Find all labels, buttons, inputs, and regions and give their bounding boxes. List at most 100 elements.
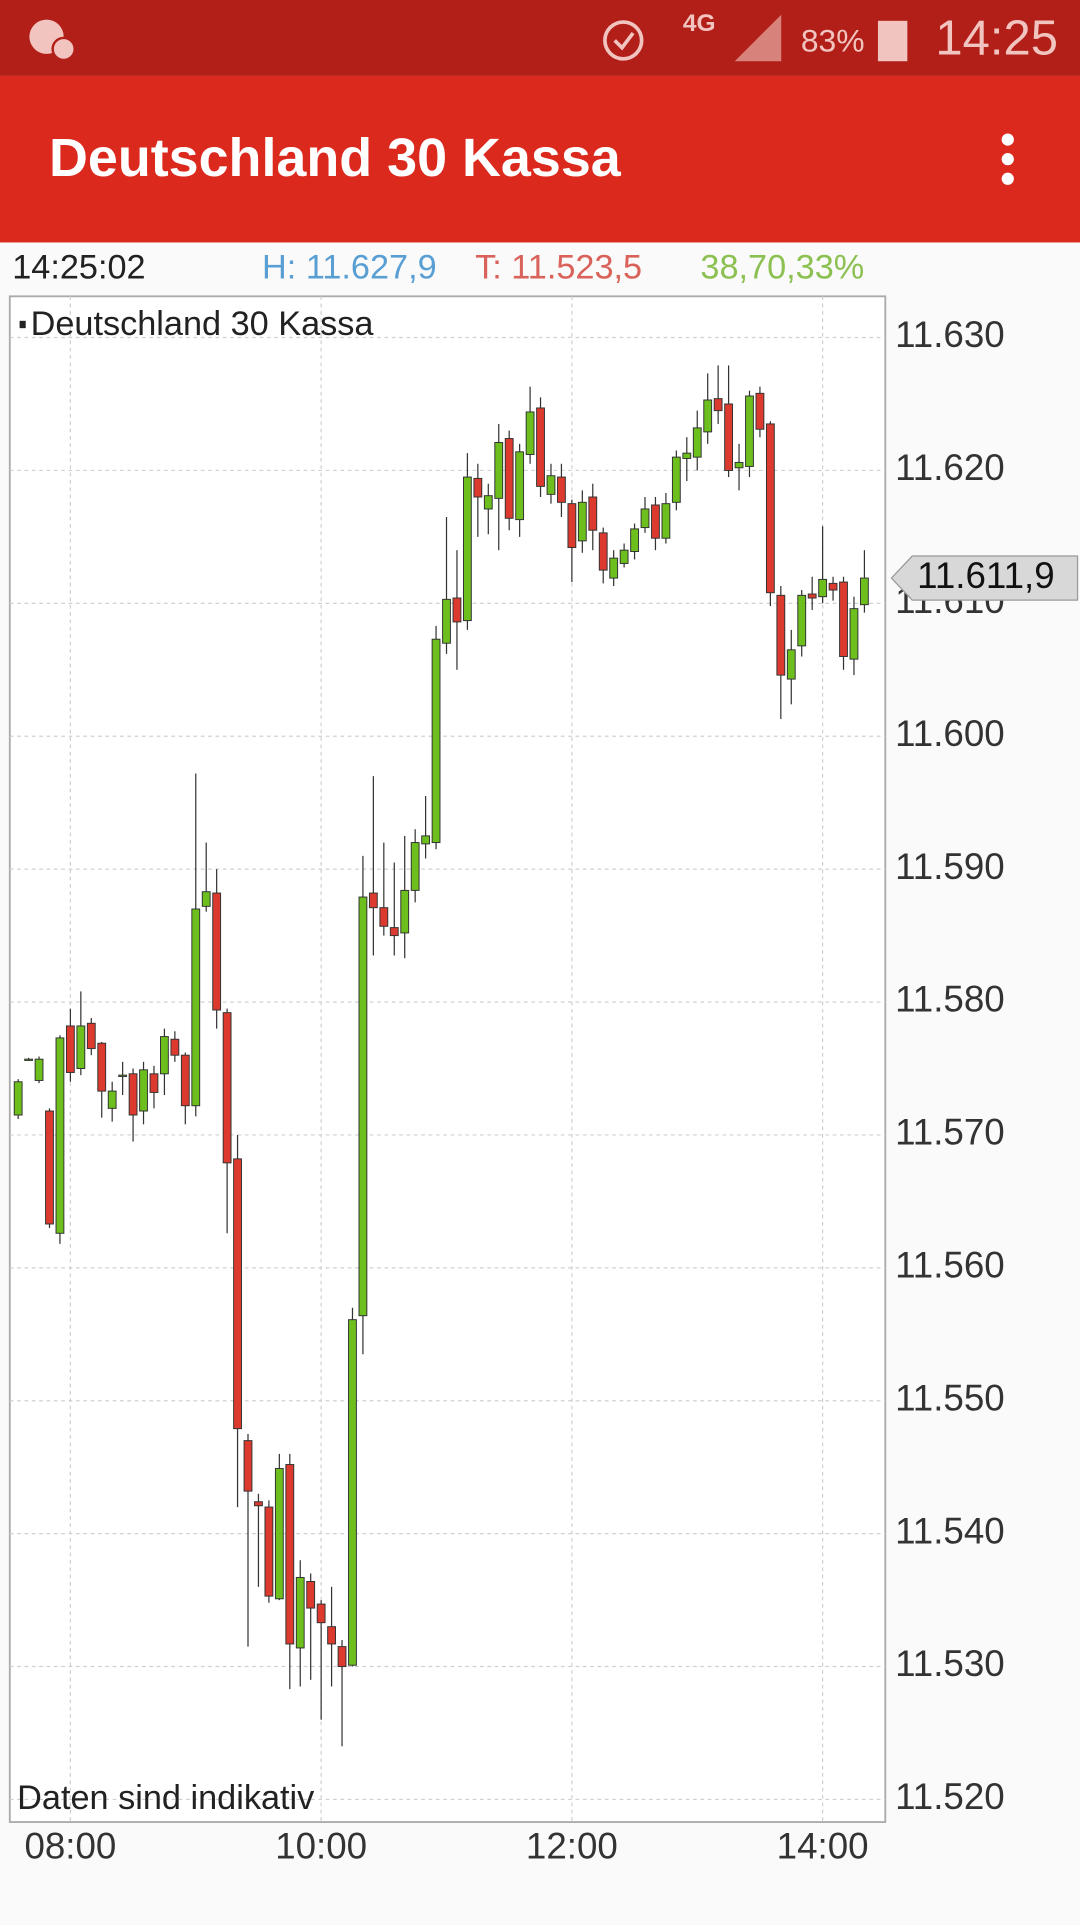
candle-body xyxy=(13,1081,23,1116)
x-tick-label: 14:00 xyxy=(777,1826,869,1867)
x-tick-label: 10:00 xyxy=(275,1826,367,1867)
candle-body xyxy=(536,407,545,487)
candle-body xyxy=(462,476,472,622)
candle-body xyxy=(452,597,462,623)
disclaimer: Daten sind indikativ xyxy=(17,1779,315,1817)
candle-body xyxy=(765,423,775,594)
alarm-icon xyxy=(603,20,644,61)
y-tick-label: 11.520 xyxy=(895,1776,1005,1817)
candle-body xyxy=(577,501,587,542)
candle-body xyxy=(431,638,441,844)
candle-body xyxy=(243,1440,253,1492)
candle-body xyxy=(651,504,660,539)
y-tick-label: 11.580 xyxy=(895,979,1005,1020)
clock: 14:25 xyxy=(935,12,1058,66)
candle-body xyxy=(671,456,681,503)
y-tick-label: 11.540 xyxy=(895,1510,1005,1551)
y-tick-label: 11.560 xyxy=(895,1245,1005,1286)
candle-body xyxy=(504,438,514,519)
candle-body xyxy=(389,927,399,937)
y-tick-label: 11.630 xyxy=(895,314,1005,355)
candle-body xyxy=(682,452,692,459)
candle-body xyxy=(348,1319,357,1666)
y-tick-label: 11.550 xyxy=(895,1377,1005,1418)
menu-dot[interactable] xyxy=(1001,172,1014,185)
candle-body xyxy=(45,1110,54,1225)
candles xyxy=(13,365,869,1747)
candle-body xyxy=(160,1036,169,1075)
candle-body xyxy=(149,1073,159,1093)
candle-body xyxy=(316,1603,326,1624)
candle-body xyxy=(745,395,754,467)
menu-dot[interactable] xyxy=(1001,153,1014,166)
network-label: 4G xyxy=(683,10,716,37)
candle-body xyxy=(358,896,368,1317)
x-tick-label: 12:00 xyxy=(526,1826,618,1867)
candle-body xyxy=(473,477,483,498)
candle-body xyxy=(222,1012,232,1164)
candle-body xyxy=(609,557,619,579)
candle-body xyxy=(212,892,222,1011)
legend-label: Deutschland 30 Kassa xyxy=(31,305,375,343)
x-tick-label: 08:00 xyxy=(24,1826,116,1867)
candle-body xyxy=(442,598,451,644)
grid xyxy=(9,296,886,1823)
candle-body xyxy=(828,582,838,591)
candle-body xyxy=(567,503,577,549)
candle-body xyxy=(107,1090,117,1109)
candle-body xyxy=(630,528,639,552)
candle-body xyxy=(118,1074,128,1077)
candle-body xyxy=(180,1054,190,1107)
candle-body xyxy=(588,496,598,531)
app-bar xyxy=(0,75,1080,243)
candle-body xyxy=(703,399,713,433)
y-tick-label: 11.600 xyxy=(895,713,1005,754)
axes: 11.520 11.530 11.540 11.550 11.560 11.570 11.5… xyxy=(24,314,1079,1867)
y-tick-label: 11.570 xyxy=(895,1112,1005,1153)
candle-body xyxy=(327,1626,336,1645)
candle-body xyxy=(24,1058,34,1061)
y-tick-label: 11.620 xyxy=(895,447,1005,488)
candle-body xyxy=(515,451,525,521)
candle-body xyxy=(368,892,378,909)
candle-body xyxy=(128,1073,138,1116)
legend-marker xyxy=(19,320,26,329)
candle-body xyxy=(201,891,211,907)
alert-icon xyxy=(51,36,76,62)
candle-body xyxy=(55,1037,65,1234)
plot-area xyxy=(8,295,887,1823)
candle-body xyxy=(233,1158,242,1430)
candle-body xyxy=(860,577,869,606)
price-tag xyxy=(890,555,1079,601)
candle-body xyxy=(285,1464,295,1645)
y-tick-label: 11.590 xyxy=(895,846,1005,887)
menu-dot[interactable] xyxy=(1001,133,1014,146)
candle-body xyxy=(170,1038,180,1056)
candle-body xyxy=(139,1069,148,1112)
quote-time: 14:25:02 xyxy=(12,248,145,286)
app-title: Deutschland 30 Kassa xyxy=(49,128,622,188)
candle-body xyxy=(65,1025,75,1073)
candle-body xyxy=(337,1646,347,1668)
candle-body xyxy=(734,461,744,469)
candle-body xyxy=(807,593,817,599)
candle-body xyxy=(724,403,734,471)
battery-label: 83% xyxy=(801,22,865,58)
candle-body xyxy=(379,907,389,927)
candle-body xyxy=(254,1501,263,1507)
candle-body xyxy=(400,889,410,934)
quote-change: 38,70,33% xyxy=(700,248,864,286)
candle-body xyxy=(97,1042,107,1092)
candle-body xyxy=(525,411,535,455)
candle-body xyxy=(713,398,723,412)
menu-button[interactable] xyxy=(1001,133,1014,185)
candle-body xyxy=(849,608,859,660)
candle-body xyxy=(421,835,431,845)
candle-body xyxy=(818,578,828,598)
candle-body xyxy=(661,503,671,539)
candle-body xyxy=(546,475,556,495)
candle-body xyxy=(786,649,796,680)
candle-body xyxy=(557,476,566,503)
